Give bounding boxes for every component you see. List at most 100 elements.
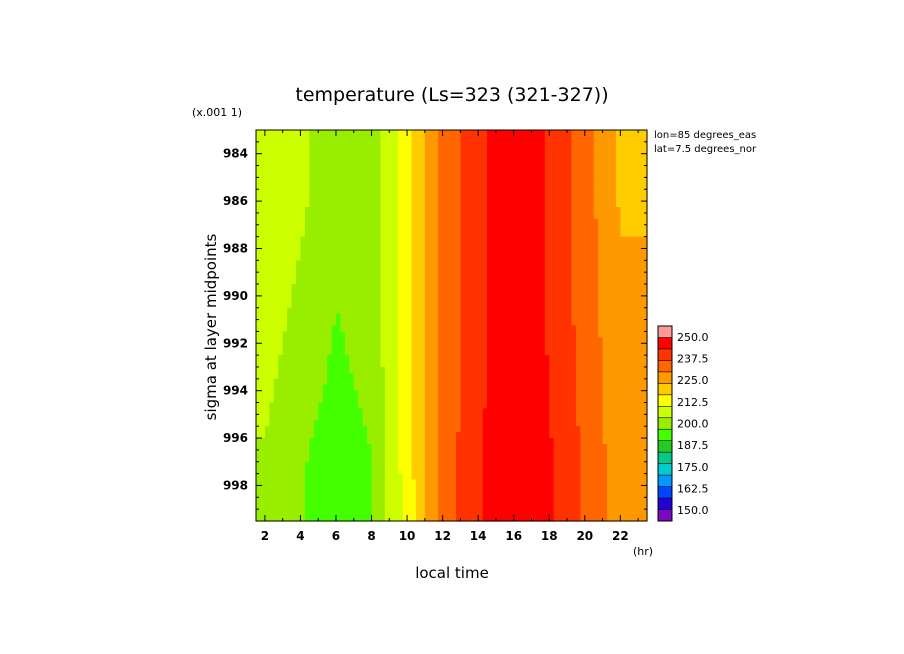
heatmap-cell bbox=[358, 378, 364, 386]
heatmap-cell bbox=[620, 343, 626, 350]
heatmap-cell bbox=[491, 177, 497, 184]
heatmap-cell bbox=[256, 331, 262, 338]
heatmap-cell bbox=[344, 207, 350, 214]
heatmap-cell bbox=[638, 224, 644, 232]
heatmap-cell bbox=[433, 159, 439, 167]
heatmap-cell bbox=[429, 183, 435, 190]
heatmap-cell bbox=[389, 426, 395, 433]
heatmap-cell bbox=[282, 307, 288, 315]
heatmap-cell bbox=[287, 319, 293, 327]
heatmap-cell bbox=[607, 438, 613, 445]
heatmap-cell bbox=[495, 319, 501, 327]
heatmap-cell bbox=[295, 396, 302, 404]
heatmap-cell bbox=[638, 130, 644, 137]
heatmap-cell bbox=[513, 325, 519, 333]
heatmap-cell bbox=[464, 195, 470, 202]
heatmap-cell bbox=[629, 224, 635, 232]
heatmap-cell bbox=[429, 207, 435, 214]
heatmap-cell bbox=[522, 378, 528, 386]
heatmap-cell bbox=[371, 408, 377, 415]
heatmap-cell bbox=[264, 135, 270, 143]
heatmap-cell bbox=[433, 349, 439, 356]
heatmap-cell bbox=[273, 438, 279, 445]
heatmap-cell bbox=[469, 224, 475, 232]
heatmap-cell bbox=[349, 372, 355, 380]
heatmap-cell bbox=[615, 153, 621, 161]
heatmap-cell bbox=[331, 366, 337, 374]
heatmap-cell bbox=[429, 295, 435, 303]
heatmap-cell bbox=[535, 183, 541, 190]
heatmap-cell bbox=[313, 414, 319, 421]
heatmap-cell bbox=[473, 218, 479, 226]
heatmap-cell bbox=[562, 272, 568, 279]
heatmap-cell bbox=[282, 147, 288, 155]
heatmap-cell bbox=[442, 135, 448, 143]
heatmap-cell bbox=[424, 289, 430, 297]
heatmap-cell bbox=[629, 390, 635, 398]
heatmap-cell bbox=[549, 372, 555, 380]
heatmap-cell bbox=[269, 432, 275, 439]
heatmap-cell bbox=[553, 195, 559, 202]
heatmap-cell bbox=[460, 141, 466, 149]
heatmap-cell bbox=[269, 378, 275, 386]
heatmap-cell bbox=[358, 130, 364, 137]
heatmap-cell bbox=[482, 242, 488, 250]
heatmap-cell bbox=[451, 313, 457, 321]
heatmap-cell bbox=[362, 449, 368, 457]
heatmap-cell bbox=[620, 147, 626, 155]
heatmap-cell bbox=[589, 408, 595, 415]
heatmap-cell bbox=[522, 212, 528, 220]
heatmap-cell bbox=[580, 349, 586, 356]
heatmap-cell bbox=[340, 147, 346, 155]
heatmap-cell bbox=[615, 224, 621, 232]
heatmap-cell bbox=[500, 378, 506, 386]
heatmap-cell bbox=[300, 384, 306, 392]
heatmap-cell bbox=[487, 147, 493, 155]
heatmap-cell bbox=[504, 135, 510, 143]
heatmap-cell bbox=[509, 254, 515, 261]
heatmap-cell bbox=[593, 272, 599, 279]
heatmap-cell bbox=[629, 177, 635, 184]
heatmap-cell bbox=[602, 159, 608, 167]
heatmap-cell bbox=[473, 147, 479, 155]
heatmap-cell bbox=[518, 266, 524, 273]
heatmap-cell bbox=[433, 230, 439, 238]
heatmap-cell bbox=[371, 218, 377, 226]
heatmap-cell bbox=[504, 284, 510, 291]
heatmap-cell bbox=[256, 449, 262, 457]
heatmap-cell bbox=[282, 325, 288, 333]
heatmap-cell bbox=[269, 307, 275, 315]
heatmap-cell bbox=[509, 183, 515, 190]
heatmap-cell bbox=[580, 278, 586, 285]
heatmap-cell bbox=[322, 171, 328, 178]
heatmap-cell bbox=[549, 432, 555, 439]
heatmap-cell bbox=[322, 230, 328, 238]
heatmap-cell bbox=[567, 366, 573, 374]
heatmap-cell bbox=[509, 266, 515, 273]
heatmap-cell bbox=[491, 349, 497, 356]
heatmap-cell bbox=[375, 355, 382, 362]
heatmap-cell bbox=[260, 361, 266, 368]
heatmap-cell bbox=[451, 349, 457, 356]
heatmap-cell bbox=[304, 248, 310, 255]
heatmap-cell bbox=[482, 414, 488, 421]
heatmap-cell bbox=[598, 177, 604, 184]
heatmap-cell bbox=[571, 396, 577, 404]
heatmap-cell bbox=[411, 159, 417, 167]
heatmap-cell bbox=[318, 248, 324, 255]
heatmap-cell bbox=[513, 183, 519, 190]
heatmap-cell bbox=[593, 130, 599, 137]
heatmap-cell bbox=[393, 195, 399, 202]
heatmap-cell bbox=[544, 426, 550, 433]
heatmap-cell bbox=[584, 313, 590, 321]
heatmap-cell bbox=[460, 396, 466, 404]
heatmap-cell bbox=[549, 438, 555, 445]
heatmap-cell bbox=[407, 331, 413, 338]
heatmap-cell bbox=[340, 455, 346, 463]
heatmap-cell bbox=[349, 307, 355, 315]
heatmap-cell bbox=[633, 266, 639, 273]
heatmap-cell bbox=[562, 301, 568, 309]
heatmap-cell bbox=[300, 438, 306, 445]
heatmap-cell bbox=[260, 449, 266, 457]
heatmap-cell bbox=[291, 212, 297, 220]
